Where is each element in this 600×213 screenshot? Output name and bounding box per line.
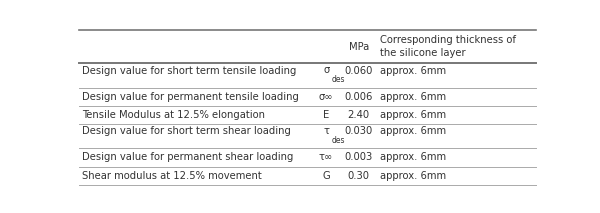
Text: approx. 6mm: approx. 6mm bbox=[380, 153, 446, 163]
Text: E: E bbox=[323, 110, 329, 120]
Text: σ∞: σ∞ bbox=[319, 92, 334, 102]
Text: σ: σ bbox=[324, 65, 330, 75]
Text: 0.30: 0.30 bbox=[347, 171, 370, 181]
Text: τ: τ bbox=[324, 126, 330, 136]
Text: G: G bbox=[322, 171, 330, 181]
Text: 0.030: 0.030 bbox=[344, 126, 373, 136]
Text: Design value for short term shear loading: Design value for short term shear loadin… bbox=[82, 126, 292, 136]
Text: approx. 6mm: approx. 6mm bbox=[380, 66, 446, 76]
Text: 0.006: 0.006 bbox=[344, 92, 373, 102]
Text: Tensile Modulus at 12.5% elongation: Tensile Modulus at 12.5% elongation bbox=[82, 110, 265, 120]
Text: des: des bbox=[332, 75, 345, 84]
Text: approx. 6mm: approx. 6mm bbox=[380, 110, 446, 120]
Text: Corresponding thickness of
the silicone layer: Corresponding thickness of the silicone … bbox=[380, 36, 515, 58]
Text: des: des bbox=[332, 136, 345, 145]
Text: Design value for permanent tensile loading: Design value for permanent tensile loadi… bbox=[82, 92, 299, 102]
Text: Shear modulus at 12.5% movement: Shear modulus at 12.5% movement bbox=[82, 171, 262, 181]
Text: Design value for permanent shear loading: Design value for permanent shear loading bbox=[82, 153, 294, 163]
Text: approx. 6mm: approx. 6mm bbox=[380, 126, 446, 136]
Text: τ∞: τ∞ bbox=[319, 153, 333, 163]
Text: 0.060: 0.060 bbox=[344, 66, 373, 76]
Text: approx. 6mm: approx. 6mm bbox=[380, 171, 446, 181]
Text: 2.40: 2.40 bbox=[347, 110, 370, 120]
Text: MPa: MPa bbox=[349, 42, 369, 52]
Text: approx. 6mm: approx. 6mm bbox=[380, 92, 446, 102]
Text: Design value for short term tensile loading: Design value for short term tensile load… bbox=[82, 66, 297, 76]
Text: 0.003: 0.003 bbox=[344, 153, 373, 163]
